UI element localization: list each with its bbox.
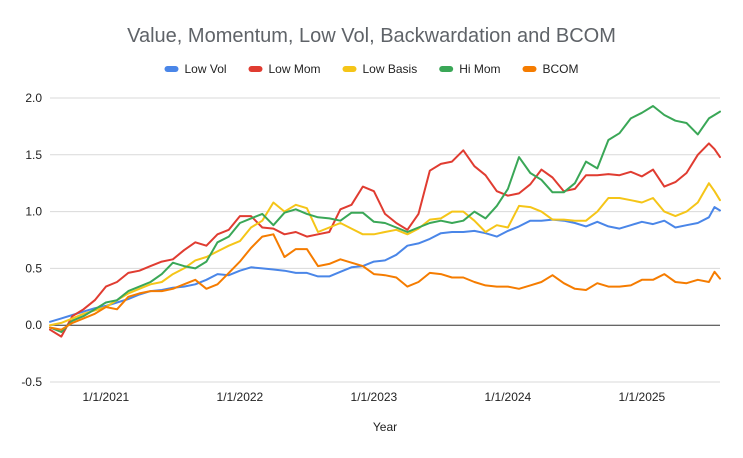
x-tick-label: 1/1/2021 bbox=[83, 390, 130, 404]
legend-item-hi-mom: Hi Mom bbox=[439, 62, 501, 76]
legend-swatch bbox=[522, 66, 537, 72]
y-axis-ticks: 2.0 1.5 1.0 0.5 0.0 -0.5 bbox=[21, 91, 42, 389]
y-tick-label: 1.0 bbox=[25, 205, 42, 219]
y-tick-label: 2.0 bbox=[25, 91, 42, 105]
series-line-bcom bbox=[49, 233, 721, 331]
y-tick-label: 0.0 bbox=[25, 318, 42, 332]
x-tick-label: 1/1/2023 bbox=[351, 390, 398, 404]
chart-title: Value, Momentum, Low Vol, Backwardation … bbox=[127, 25, 616, 47]
legend-swatch bbox=[164, 66, 179, 72]
legend-swatch bbox=[248, 66, 263, 72]
x-axis-title: Year bbox=[373, 420, 397, 434]
series-line-hi-mom bbox=[49, 105, 721, 333]
legend-label: Hi Mom bbox=[459, 62, 500, 76]
x-tick-label: 1/1/2024 bbox=[485, 390, 532, 404]
legend-label: Low Basis bbox=[363, 62, 418, 76]
y-tick-label: -0.5 bbox=[21, 375, 42, 389]
series-lines bbox=[49, 105, 721, 338]
legend-item-low-vol: Low Vol bbox=[164, 62, 227, 76]
gridlines bbox=[50, 97, 720, 383]
x-tick-label: 1/1/2025 bbox=[619, 390, 666, 404]
legend-label: BCOM bbox=[543, 62, 579, 76]
legend-swatch bbox=[439, 66, 454, 72]
legend-item-bcom: BCOM bbox=[522, 62, 579, 76]
legend-swatch bbox=[342, 66, 357, 72]
series-line-low-basis bbox=[49, 182, 721, 327]
x-axis-ticks: 1/1/2021 1/1/2022 1/1/2023 1/1/2024 1/1/2025 bbox=[83, 390, 666, 404]
series-line-low-vol bbox=[49, 206, 721, 323]
y-tick-label: 0.5 bbox=[25, 261, 42, 275]
y-tick-label: 1.5 bbox=[25, 148, 42, 162]
legend-label: Low Vol bbox=[185, 62, 227, 76]
series-line-low-mom bbox=[49, 142, 721, 338]
legend-item-low-basis: Low Basis bbox=[342, 62, 418, 76]
x-tick-label: 1/1/2022 bbox=[217, 390, 264, 404]
legend-label: Low Mom bbox=[269, 62, 321, 76]
legend: Low Vol Low Mom Low Basis Hi Mom BCOM bbox=[164, 62, 579, 76]
legend-item-low-mom: Low Mom bbox=[248, 62, 321, 76]
